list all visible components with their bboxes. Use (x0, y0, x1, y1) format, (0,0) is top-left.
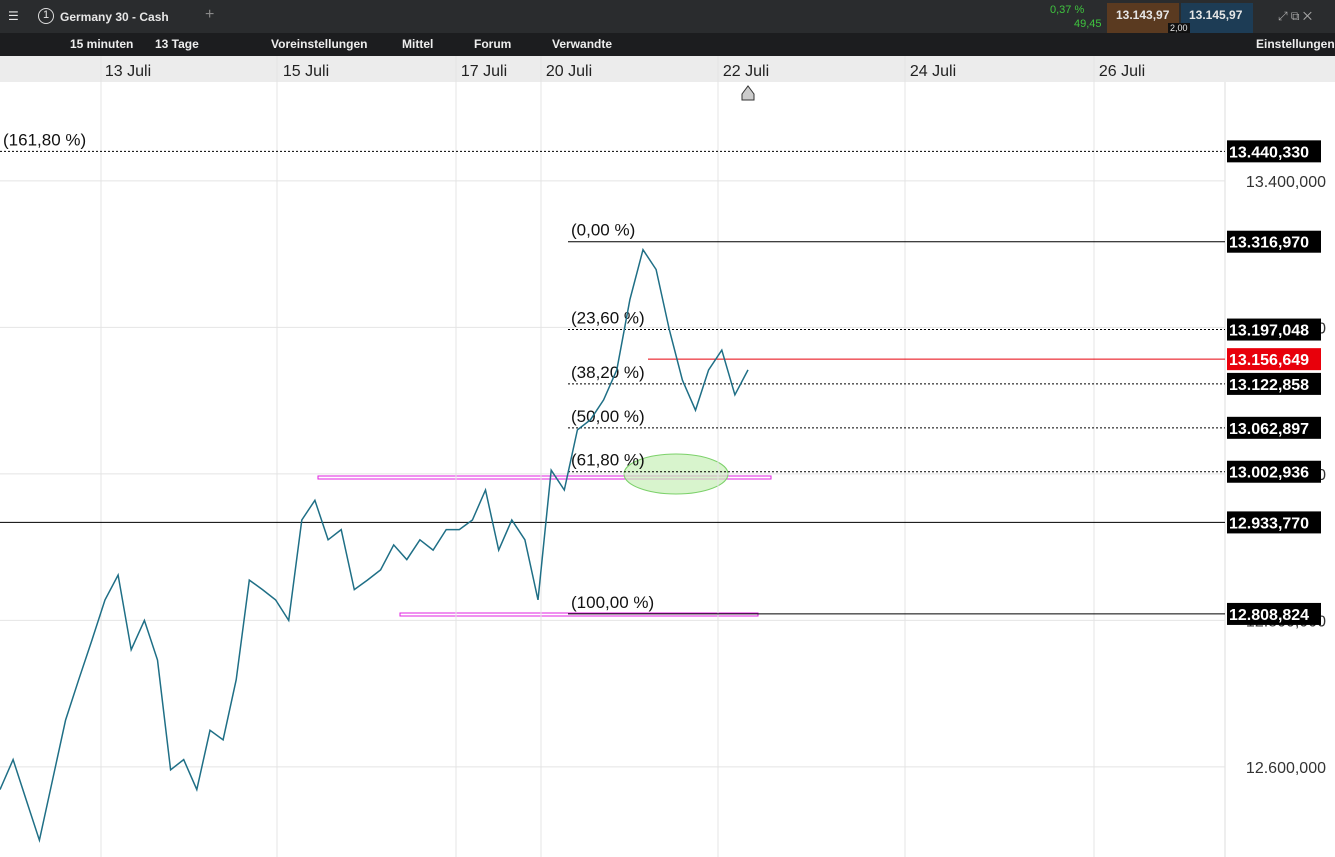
fib-label: (61,80 %) (571, 451, 645, 470)
date-label: 22 Juli (723, 63, 769, 80)
spread: 2,00 (1168, 23, 1190, 33)
date-label: 20 Juli (546, 63, 592, 80)
level-label-box (1227, 602, 1321, 625)
fib-label: (0,00 %) (571, 221, 635, 240)
range[interactable]: 13 Tage (155, 37, 199, 51)
fib-label: (38,20 %) (571, 363, 645, 382)
level-label: 13.062,897 (1229, 421, 1309, 438)
level-label-box (1227, 372, 1321, 395)
toolbar-item[interactable]: Voreinstellungen (271, 37, 368, 51)
fib-label: (50,00 %) (571, 407, 645, 426)
date-axis (0, 56, 1335, 82)
add-tab[interactable]: + (205, 6, 215, 23)
fib-label: (23,60 %) (571, 309, 645, 328)
level-label: 13.122,858 (1229, 377, 1309, 394)
ask: 13.145,97 (1189, 8, 1243, 22)
level-label: 12.808,824 (1229, 607, 1309, 624)
change-abs: 49,45 (1074, 18, 1102, 30)
level-label: 13.197,048 (1229, 323, 1309, 340)
toolbar-item[interactable]: Verwandte (552, 37, 613, 51)
level-label-box (1227, 230, 1321, 253)
fib-label: (161,80 %) (3, 130, 86, 149)
level-label-box (1227, 511, 1321, 534)
change-pct: 0,37 % (1050, 4, 1085, 16)
level-label: 13.156,649 (1229, 352, 1309, 369)
date-label: 13 Juli (105, 63, 151, 80)
ask-box[interactable] (1181, 3, 1253, 33)
menu[interactable]: ☰ (8, 9, 19, 23)
settings[interactable]: Einstellungen (1256, 37, 1335, 51)
toolbar-item[interactable]: Mittel (402, 37, 434, 51)
tab-number: 1 (38, 8, 54, 24)
level-label: 13.440,330 (1229, 144, 1309, 161)
marker (741, 85, 755, 101)
level-label-box (1227, 460, 1321, 483)
zone-top (317, 475, 772, 480)
price-line (0, 247, 749, 844)
tab-title[interactable]: Germany 30 - Cash (60, 10, 169, 24)
y-tick-label: 12.600,000 (1246, 760, 1326, 777)
level-label-box (1227, 318, 1321, 341)
level-label-box (1227, 348, 1321, 371)
level-label-box (1227, 416, 1321, 439)
toolbar: 15 minuten 13 Tage Voreinstellungen Mitt… (0, 33, 1335, 56)
level-label-box (1227, 140, 1321, 163)
level-label: 13.316,970 (1229, 235, 1309, 252)
y-tick-label: 13.400,000 (1246, 174, 1326, 191)
level-label: 12.933,770 (1229, 515, 1309, 532)
date-label: 26 Juli (1099, 63, 1145, 80)
interval[interactable]: 15 minuten (70, 37, 134, 51)
zone-bottom (399, 612, 759, 617)
date-label: 24 Juli (910, 63, 956, 80)
date-label: 15 Juli (283, 63, 329, 80)
date-label: 17 Juli (461, 63, 507, 80)
level-label: 13.002,936 (1229, 465, 1309, 482)
bid: 13.143,97 (1116, 8, 1170, 22)
top-bar: ☰ 1 Germany 30 - Cash + 0,37 % 49,45 13.… (0, 0, 1335, 33)
chart: 13 Juli 15 Juli 17 Juli 20 Juli 22 Juli 24 Ju… (0, 56, 1335, 857)
window-controls[interactable]: ⤢ ⧉ ✕ (1278, 9, 1312, 23)
bid-box[interactable] (1107, 3, 1179, 33)
toolbar-item[interactable]: Forum (474, 37, 512, 51)
fib-label: (100,00 %) (571, 593, 654, 612)
